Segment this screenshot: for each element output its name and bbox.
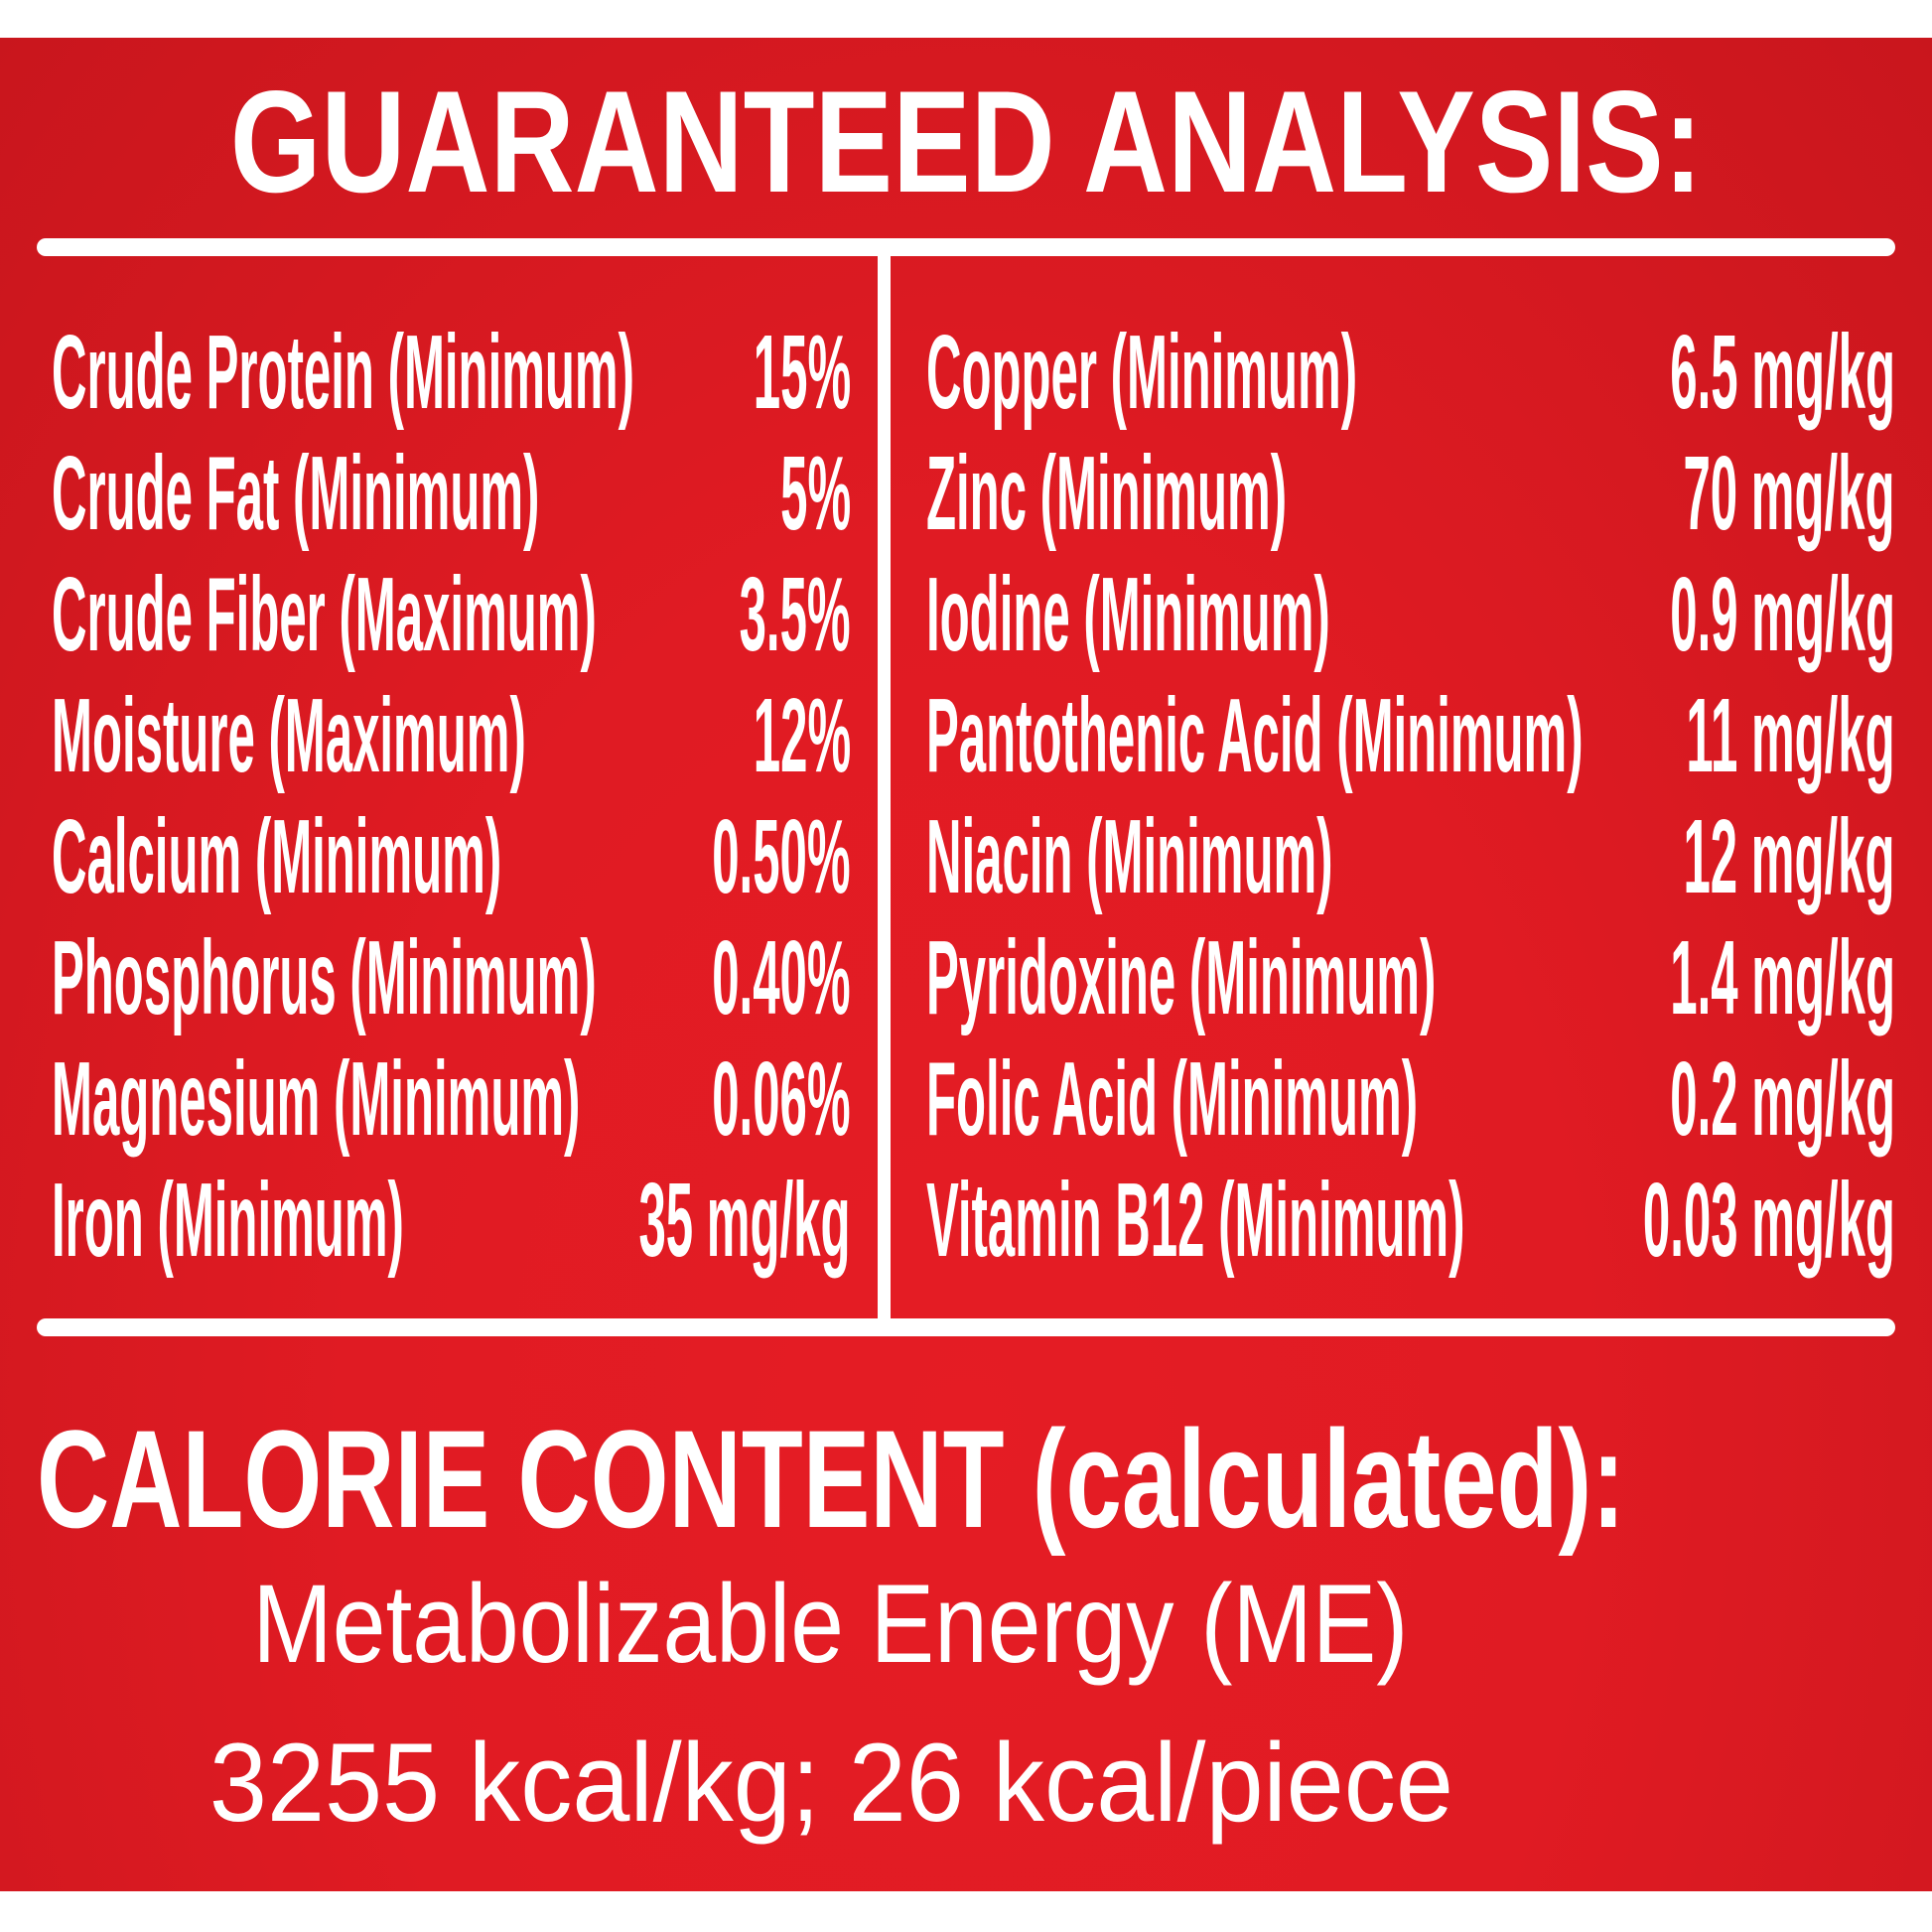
nutrient-label: Niacin (Minimum) (926, 798, 1333, 915)
nutrient-label: Phosphorus (Minimum) (52, 919, 597, 1036)
guaranteed-analysis-panel (0, 38, 1932, 1891)
nutrient-value: 12 mg/kg (1683, 798, 1895, 915)
nutrient-label: Crude Fiber (Maximum) (52, 556, 597, 673)
nutrient-value: 11 mg/kg (1686, 677, 1895, 794)
nutrient-value: 35 mg/kg (638, 1162, 851, 1279)
nutrient-label: Crude Protein (Minimum) (52, 314, 634, 431)
nutrient-label: Folic Acid (Minimum) (926, 1040, 1419, 1158)
calorie-line-energy: Metabolizable Energy (ME) (252, 1562, 1408, 1686)
nutrient-value: 0.9 mg/kg (1670, 556, 1895, 673)
calorie-line-values: 3255 kcal/kg; 26 kcal/piece (208, 1721, 1453, 1845)
nutrient-value: 0.03 mg/kg (1642, 1162, 1895, 1279)
nutrient-label: Moisture (Maximum) (52, 677, 526, 794)
nutrient-value: 0.06% (712, 1040, 851, 1158)
nutrient-label: Pyridoxine (Minimum) (926, 919, 1437, 1036)
bottom-divider (37, 1318, 1895, 1336)
nutrient-label: Vitamin B12 (Minimum) (926, 1162, 1465, 1279)
nutrient-value: 6.5 mg/kg (1670, 314, 1895, 431)
calorie-heading: CALORIE CONTENT (calculated): (37, 1401, 1625, 1557)
nutrient-label: Pantothenic Acid (Minimum) (926, 677, 1584, 794)
title: GUARANTEED ANALYSIS: (229, 61, 1703, 222)
nutrient-value: 1.4 mg/kg (1670, 919, 1895, 1036)
nutrient-value: 3.5% (739, 556, 851, 673)
nutrient-label: Zinc (Minimum) (926, 435, 1288, 552)
nutrient-label: Magnesium (Minimum) (52, 1040, 581, 1158)
nutrient-value: 70 mg/kg (1683, 435, 1895, 552)
nutrient-value: 12% (753, 677, 851, 794)
nutrient-label: Crude Fat (Minimum) (52, 435, 540, 552)
nutrient-label: Iodine (Minimum) (926, 556, 1330, 673)
nutrient-value: 0.50% (712, 798, 851, 915)
column-divider (878, 248, 891, 1322)
nutrient-value: 5% (779, 435, 851, 552)
nutrient-label: Copper (Minimum) (926, 314, 1358, 431)
nutrient-label: Iron (Minimum) (52, 1162, 404, 1279)
nutrient-value: 0.40% (712, 919, 851, 1036)
nutrient-label: Calcium (Minimum) (52, 798, 502, 915)
nutrient-value: 15% (753, 314, 851, 431)
nutrient-value: 0.2 mg/kg (1670, 1040, 1895, 1158)
top-divider (37, 238, 1895, 256)
